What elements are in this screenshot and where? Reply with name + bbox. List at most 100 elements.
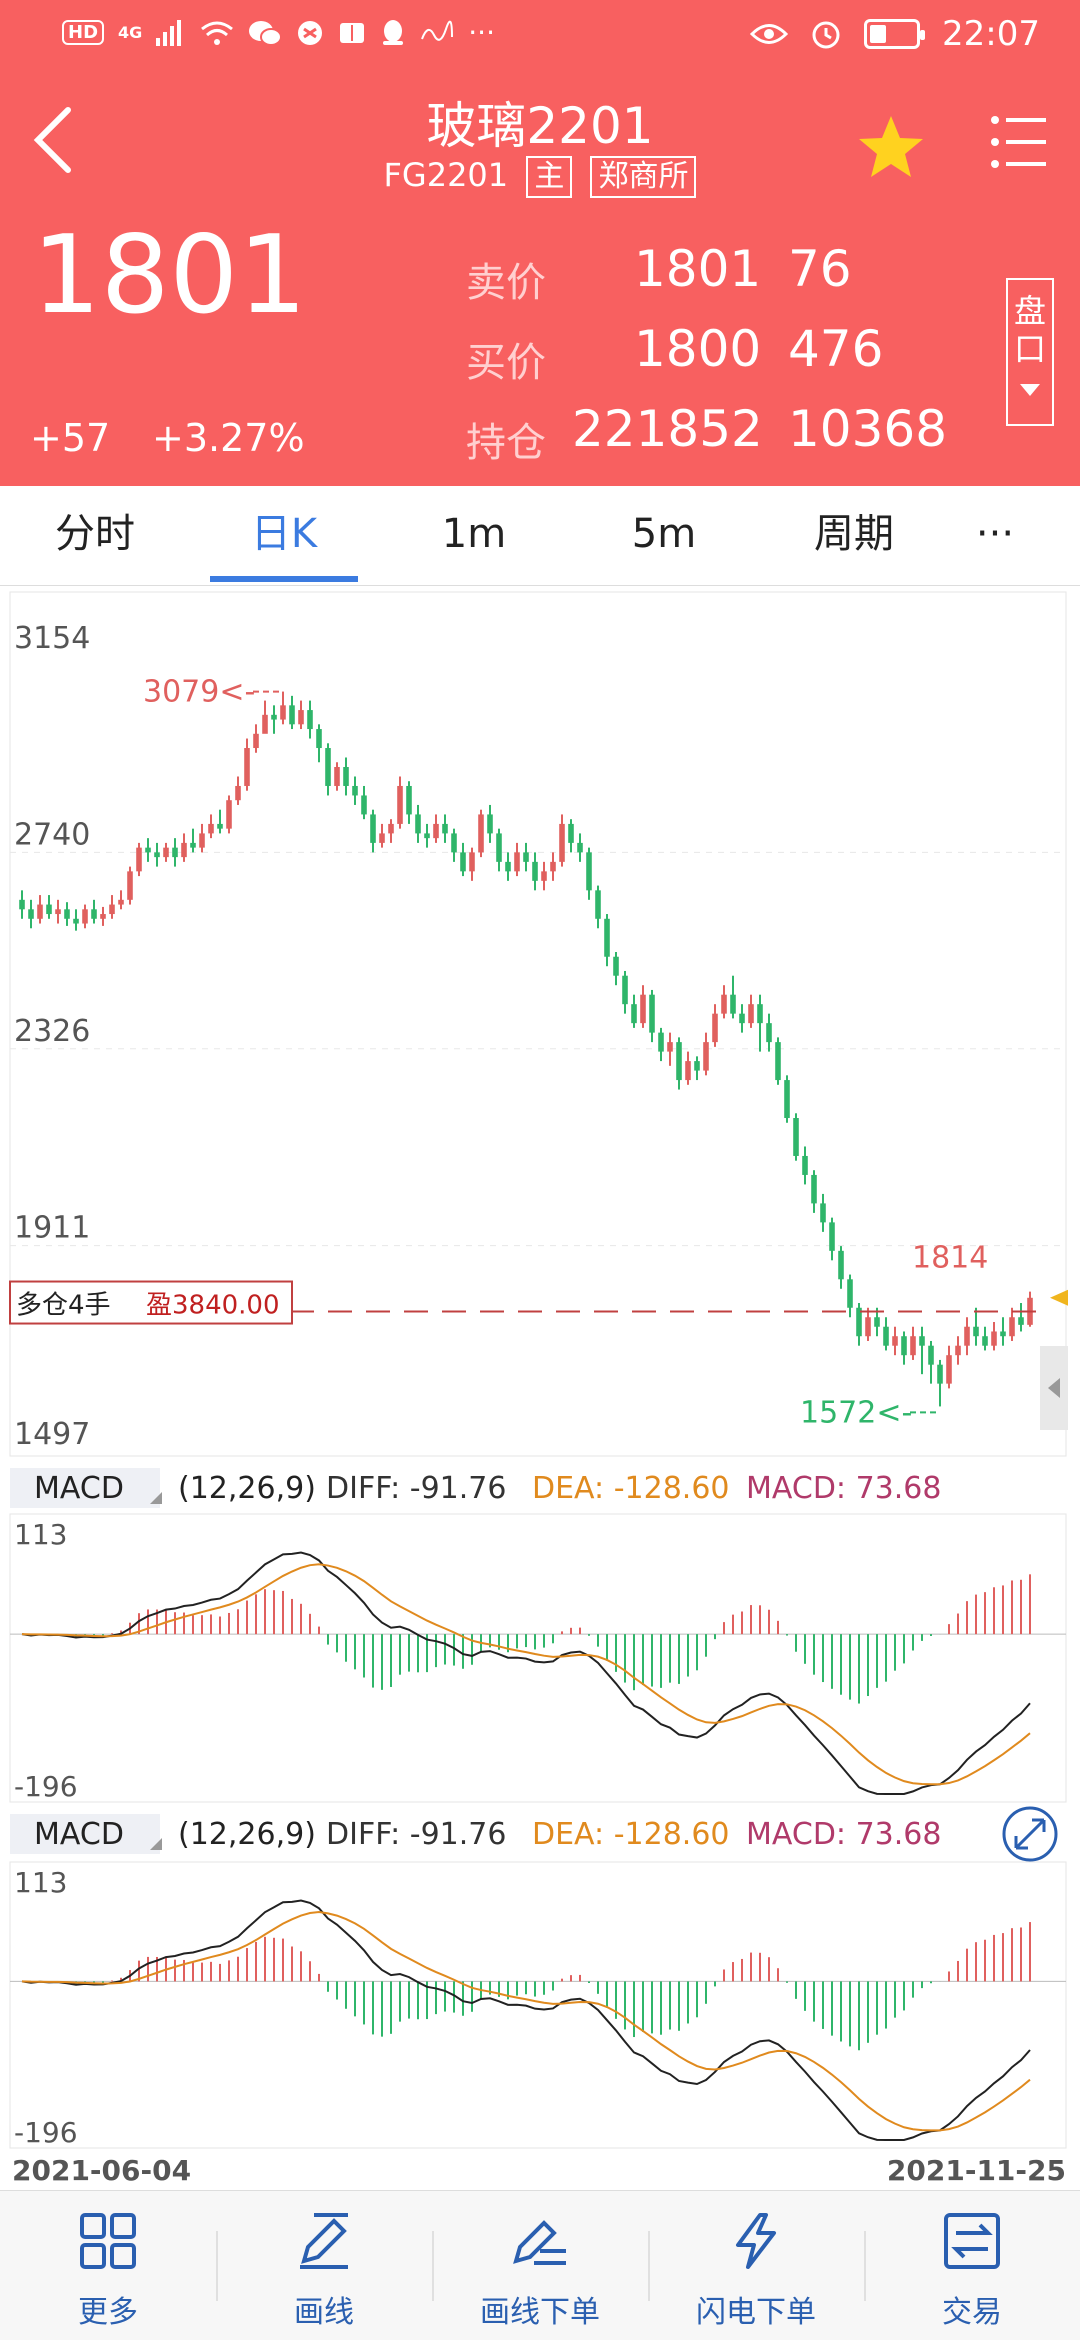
candle-body xyxy=(217,823,223,829)
candle-body xyxy=(82,909,88,924)
candle-body xyxy=(901,1336,907,1356)
period-tabs: 分时 日K 1m 5m 周期 ··· xyxy=(0,486,1080,586)
tab-timeshare[interactable]: 分时 xyxy=(55,511,135,557)
candle-body xyxy=(100,914,106,919)
macd-y-tick: 113 xyxy=(14,1866,67,1899)
candle-body xyxy=(883,1326,889,1346)
nav-flash-order[interactable]: 闪电下单 xyxy=(648,2191,864,2341)
grid-icon xyxy=(80,2213,136,2269)
macd-panel-frame xyxy=(9,1513,1067,1803)
nav-more-label: 更多 xyxy=(78,2295,138,2330)
side-panel-arrow-icon xyxy=(1048,1378,1060,1398)
candle-body xyxy=(937,1364,943,1384)
signal-icon xyxy=(156,19,182,46)
exchange-tag: 郑商所 xyxy=(590,156,697,198)
candle-body xyxy=(694,1061,700,1071)
candle-body xyxy=(559,823,565,862)
candle-body xyxy=(181,842,187,858)
candle-body xyxy=(514,852,520,872)
nav-draw[interactable]: 画线 xyxy=(216,2191,432,2341)
candle-body xyxy=(1018,1317,1024,1325)
dropdown-corner-icon xyxy=(150,1838,162,1850)
candle-body xyxy=(397,785,403,824)
candle-body xyxy=(928,1345,934,1365)
chart-area[interactable]: 3154 2740 2326 1911 1497 3079<- 1572<- 1814 多仓4手… xyxy=(0,586,1080,2190)
candle-body xyxy=(19,899,25,910)
sell-price: 1801 xyxy=(634,240,762,298)
candle-body xyxy=(622,975,628,1005)
order-book-label-1: 盘 xyxy=(1013,292,1046,330)
tab-5m[interactable]: 5m xyxy=(631,511,697,557)
more-tabs-button[interactable]: ··· xyxy=(975,511,1015,557)
tab-daily-k[interactable]: 日K xyxy=(250,511,318,557)
candle-body xyxy=(469,852,475,872)
candle-body xyxy=(289,705,295,725)
candle-body xyxy=(568,823,574,843)
open-interest: 221852 xyxy=(572,400,763,458)
candle-body xyxy=(910,1336,916,1356)
candle-body xyxy=(730,994,736,1014)
candle-body xyxy=(640,994,646,1024)
macd-panel-2: MACD (12,26,9) DIFF: -91.76 DEA: -128.60 MAC… xyxy=(9,1806,1067,2187)
candle-body xyxy=(172,847,178,858)
candle-body xyxy=(721,994,727,1014)
candle-body xyxy=(712,1013,718,1043)
macd-y-tick: 113 xyxy=(14,1518,67,1551)
tab-period[interactable]: 周期 xyxy=(814,511,894,557)
nav-draw-order[interactable]: 画线下单 xyxy=(432,2191,648,2341)
candle-body xyxy=(550,861,556,872)
candle-body xyxy=(784,1080,790,1119)
candle-body xyxy=(145,847,151,853)
candle-body xyxy=(505,861,511,872)
candle-body xyxy=(793,1118,799,1156)
candle-body xyxy=(586,852,592,891)
y-tick-label: 1911 xyxy=(14,1211,90,1246)
macd-value: MACD: 73.68 xyxy=(746,1471,941,1506)
candle-body xyxy=(847,1279,853,1308)
macd-panel-1: MACD (12,26,9) DIFF: -91.76 DEA: -128.60 MAC… xyxy=(9,1468,1067,1803)
candle-body xyxy=(406,785,412,815)
candle-body xyxy=(73,918,79,924)
nav-more[interactable]: 更多 xyxy=(0,2191,216,2341)
candle-body xyxy=(649,994,655,1033)
eye-icon xyxy=(750,24,789,44)
candle-body xyxy=(226,800,232,829)
position-label: 多仓4手 xyxy=(16,1291,111,1321)
buy-label: 买价 xyxy=(466,340,546,386)
candle-body xyxy=(37,904,43,919)
menu-icon[interactable] xyxy=(990,114,1048,170)
macd-value: MACD: 73.68 xyxy=(746,1817,941,1852)
hd-badge: HD xyxy=(62,20,105,45)
nav-draw-order-label: 画线下单 xyxy=(480,2295,600,2330)
candle-body xyxy=(244,748,250,786)
more-status-icon: ··· xyxy=(468,16,495,49)
expand-arrows-icon xyxy=(1014,1818,1046,1850)
open-interest-label: 持仓 xyxy=(466,420,546,466)
candle-body xyxy=(127,871,133,900)
candle-body xyxy=(235,785,241,801)
last-price: 1801 xyxy=(32,213,307,338)
back-icon[interactable] xyxy=(22,100,82,180)
kline-chart-svg[interactable]: 3154 2740 2326 1911 1497 3079<- 1572<- 1814 多仓4手… xyxy=(0,586,1080,2190)
qq-icon xyxy=(383,19,404,45)
candle-body xyxy=(370,814,376,843)
candle-body xyxy=(136,847,142,872)
candle-body xyxy=(271,714,277,720)
candle-body xyxy=(631,1004,637,1024)
dea-value: DEA: -128.60 xyxy=(532,1471,730,1506)
order-book-button[interactable]: 盘 口 xyxy=(1006,278,1054,426)
tab-1m[interactable]: 1m xyxy=(441,511,507,557)
nav-trade[interactable]: 交易 xyxy=(864,2191,1080,2341)
candle-body xyxy=(451,833,457,853)
dea-line xyxy=(21,1563,1031,1786)
contract-info: FG2201 主 郑商所 xyxy=(0,156,1080,198)
candle-body xyxy=(118,899,124,905)
contract-code: FG2201 xyxy=(383,156,509,194)
app-icon xyxy=(298,20,323,45)
y-tick-label: 1497 xyxy=(14,1417,90,1452)
wechat-icon xyxy=(249,20,283,46)
price-change-pct: +3.27% xyxy=(152,416,305,460)
candle-body xyxy=(442,823,448,834)
favorite-star-icon[interactable] xyxy=(856,112,926,182)
candle-body xyxy=(415,814,421,834)
